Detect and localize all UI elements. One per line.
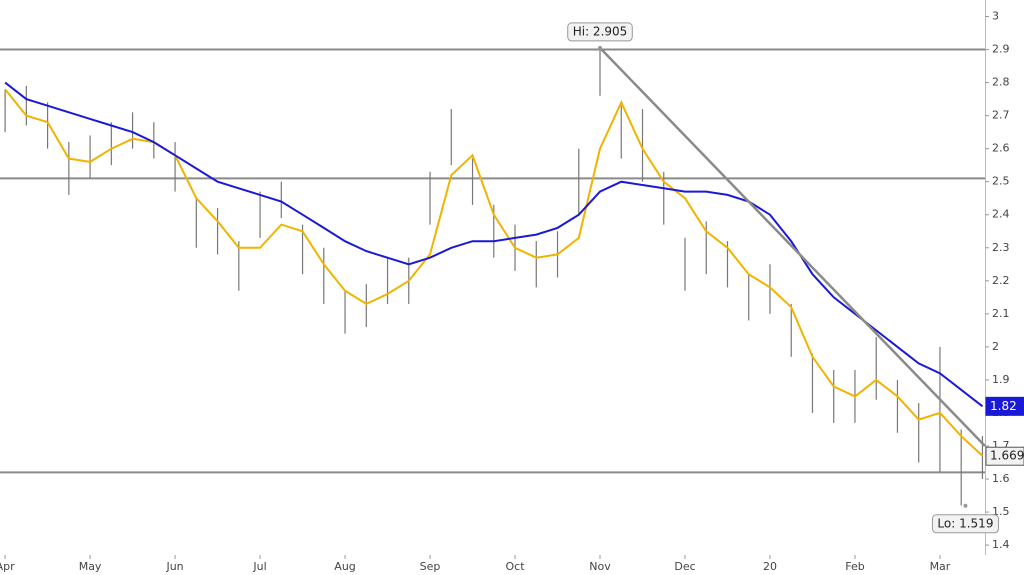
x-tick-label: Feb xyxy=(845,560,864,573)
y-tick-label: 1.9 xyxy=(992,373,1010,386)
y-tick-label: 2.2 xyxy=(992,274,1010,287)
x-tick-label: May xyxy=(79,560,102,573)
x-tick-label: Apr xyxy=(0,560,15,573)
x-tick-label: Oct xyxy=(506,560,526,573)
y-tick-label: 1.6 xyxy=(992,472,1010,485)
x-tick-label: Mar xyxy=(930,560,951,573)
x-tick-label: Dec xyxy=(674,560,695,573)
y-tick-label: 2.7 xyxy=(992,109,1010,122)
y-tick-label: 3 xyxy=(992,10,999,23)
y-tick-label: 2.9 xyxy=(992,43,1010,56)
annotation-box xyxy=(567,22,633,42)
annotation-label: Hi: 2.905 xyxy=(573,24,628,38)
x-tick-label: 20 xyxy=(763,560,777,573)
annotation-point xyxy=(598,45,603,50)
x-tick-label: Nov xyxy=(589,560,611,573)
annotation-box xyxy=(931,514,999,534)
y-tick-label: 2.5 xyxy=(992,175,1010,188)
y-tick-label: 2.6 xyxy=(992,142,1010,155)
y-tick-label: 2 xyxy=(992,340,999,353)
x-tick-label: Jul xyxy=(252,560,266,573)
y-tick-label: 2.4 xyxy=(992,208,1010,221)
y-tick-label: 2.8 xyxy=(992,76,1010,89)
trendline xyxy=(599,47,986,447)
moving-average-line xyxy=(4,81,984,408)
last-value-box xyxy=(985,446,1024,466)
last-value-label: 1.82 xyxy=(990,399,1017,413)
last-value-box xyxy=(985,396,1024,416)
y-tick-label: 2.1 xyxy=(992,307,1010,320)
annotation-label: Lo: 1.519 xyxy=(937,516,993,530)
y-tick-label: 1.4 xyxy=(992,538,1010,551)
x-tick-label: Aug xyxy=(334,560,355,573)
annotation-point xyxy=(963,503,968,508)
x-tick-label: Sep xyxy=(420,560,441,573)
y-tick-label: 2.3 xyxy=(992,241,1010,254)
last-value-label: 1.669 xyxy=(990,449,1024,463)
x-tick-label: Jun xyxy=(165,560,183,573)
